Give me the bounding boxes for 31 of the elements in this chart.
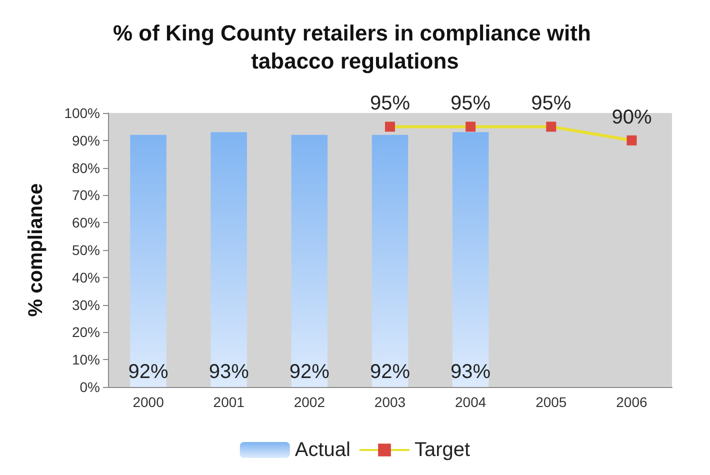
- y-tick-label: 10%: [72, 352, 100, 368]
- y-tick-label: 70%: [72, 187, 100, 204]
- data-label: 90%: [612, 106, 652, 128]
- data-label: 93%: [208, 361, 250, 383]
- x-tick-label: 2005: [536, 394, 567, 410]
- legend-label: Actual: [294, 439, 351, 461]
- x-tick-label: 2004: [454, 394, 486, 410]
- data-label: 95%: [450, 92, 491, 115]
- x-tick-label: 2000: [132, 394, 164, 410]
- data-label: 92%: [370, 361, 410, 383]
- x-tick-label: 2006: [616, 394, 648, 410]
- data-label: 92%: [289, 361, 330, 383]
- data-label: 95%: [370, 92, 410, 115]
- chart-title: % of King County retailers in compliance with tabacco regulations: [112, 20, 598, 74]
- y-tick-label: 80%: [72, 160, 100, 176]
- y-axis-title: % compliance: [25, 183, 47, 317]
- y-tick-label: 90%: [72, 132, 100, 148]
- legend-label: Target: [414, 439, 471, 461]
- data-label: 95%: [531, 92, 572, 115]
- data-label: 92%: [128, 361, 169, 383]
- y-tick-label: 30%: [72, 296, 100, 313]
- y-tick-label: 60%: [72, 214, 100, 231]
- y-tick-label: 50%: [72, 242, 100, 258]
- y-tick-label: 20%: [72, 324, 100, 340]
- data-label: 93%: [450, 361, 491, 383]
- y-tick-label: 100%: [64, 105, 100, 121]
- x-tick-label: 2002: [294, 394, 326, 410]
- y-tick-label: 40%: [72, 269, 100, 286]
- x-tick-label: 2001: [213, 394, 245, 410]
- y-tick-label: 0%: [80, 379, 100, 395]
- x-tick-label: 2003: [374, 394, 406, 410]
